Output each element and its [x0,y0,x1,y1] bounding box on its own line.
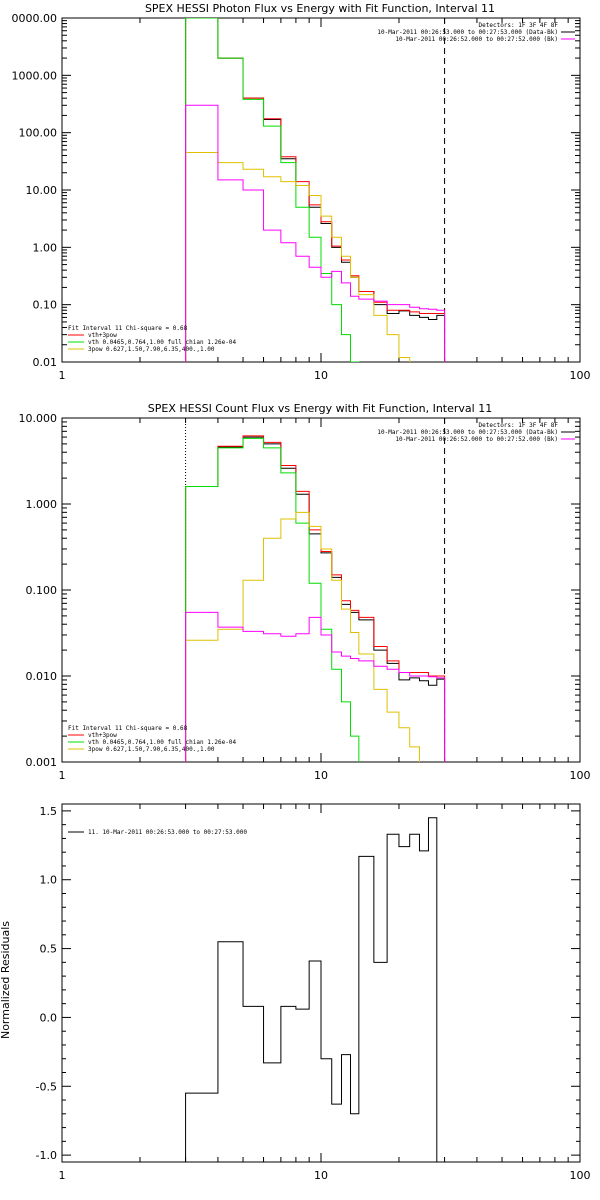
y-tick-label: 1.5 [40,805,58,818]
series-line [185,511,420,762]
x-tick-label: 1 [59,369,66,382]
series-line [185,104,446,362]
legend-label: 3pow 0.627,1.50,7.90,6.35,400.,1.00 [88,746,215,753]
y-tick-label: 0.10 [33,299,58,312]
chart-title: SPEX HESSI Photon Flux vs Energy with Fi… [145,2,495,15]
y-tick-label: 1.000 [26,498,58,511]
series-line [185,817,438,1162]
y-tick-label: 0.0 [40,1011,58,1024]
series-line [185,435,446,762]
y-tick-label: 0.001 [26,756,58,769]
legend-label: 10-Mar-2011 00:26:52.000 to 00:27:52.000… [395,36,558,43]
plot-area: 1 10 100 0.001 0.010 0.100 1.000 10.000 Fit Inte… [19,412,591,782]
y-tick-label: 0.01 [33,356,58,369]
x-tick-label: 10 [314,769,328,782]
plot-frame [61,17,581,363]
chart-title: SPEX HESSI Count Flux vs Energy with Fit… [148,402,492,415]
legend-label: vth 0.0465,0.764,1.00 full chian 1.26e-0… [88,339,236,346]
x-tick-label: 10 [314,369,328,382]
legend-header: Fit Interval 11 Chi-square = 0.68 [68,325,188,332]
legend-label: vth+3pow [88,332,117,339]
y-tick-label: 10.00 [26,184,58,197]
legend-header: Fit Interval 11 Chi-square = 0.68 [68,725,188,732]
y-axis-label: Normalized Residuals [0,921,12,1039]
plot-area: 1 10 100 0.01 0.10 1.00 10.00 100.00 1000.00 0000… [12,12,591,382]
y-tick-label: 1.00 [33,241,58,254]
legend-header: Detectors: 1F 3F 4F 8F [479,22,559,29]
y-tick-label: 1.0 [40,874,58,887]
series-line [185,436,446,762]
series-line [185,611,446,762]
legend-label: 10-Mar-2011 00:26:53.000 to 00:27:53.000… [377,29,558,36]
legend-label: 10-Mar-2011 00:26:53.000 to 00:27:53.000… [377,429,558,436]
legend-label: 3pow 0.627,1.50,7.90,6.35,400.,1.00 [88,346,215,353]
legend-label: vth 0.0465,0.764,1.00 full chian 1.26e-0… [88,739,236,746]
legend-label: vth+3pow [88,732,117,739]
legend-header: Detectors: 1F 3F 4F 8F [479,422,559,429]
series-line [185,18,446,362]
x-tick-label: 1 [59,769,66,782]
series-line [185,18,360,362]
y-tick-label: 0.100 [26,584,58,597]
x-tick-label: 100 [570,769,591,782]
plot-area: 1 10 100 -1.0 -0.5 0.0 0.5 1.0 1.5 11. 10-Mar-201… [36,804,591,1182]
legend-label: 11. 10-Mar-2011 00:26:53.000 to 00:27:53… [88,829,247,836]
y-tick-label: -0.5 [36,1080,57,1093]
series-line [185,152,411,362]
y-tick-label: 100.00 [19,127,58,140]
y-tick-label: 0000.00 [12,12,58,25]
y-tick-label: 1000.00 [12,69,58,82]
y-tick-label: -1.0 [36,1149,57,1162]
x-tick-label: 100 [570,1169,591,1182]
y-tick-label: 10.000 [19,412,58,425]
x-tick-label: 10 [314,1169,328,1182]
x-tick-label: 100 [570,369,591,382]
series-line [185,437,360,762]
photon-flux-panel: SPEX HESSI Photon Flux vs Energy with Fi… [12,2,591,382]
legend-label: 10-Mar-2011 00:26:52.000 to 00:27:52.000… [395,436,558,443]
residuals-panel: Normalized Residuals 1 10 100 -1.0 -0.5 0.0 0.… [0,803,591,1182]
y-tick-label: 0.010 [26,670,58,683]
y-tick-label: 0.5 [40,943,58,956]
series-line [185,18,446,362]
count-flux-panel: SPEX HESSI Count Flux vs Energy with Fit… [19,402,591,782]
x-tick-label: 1 [59,1169,66,1182]
